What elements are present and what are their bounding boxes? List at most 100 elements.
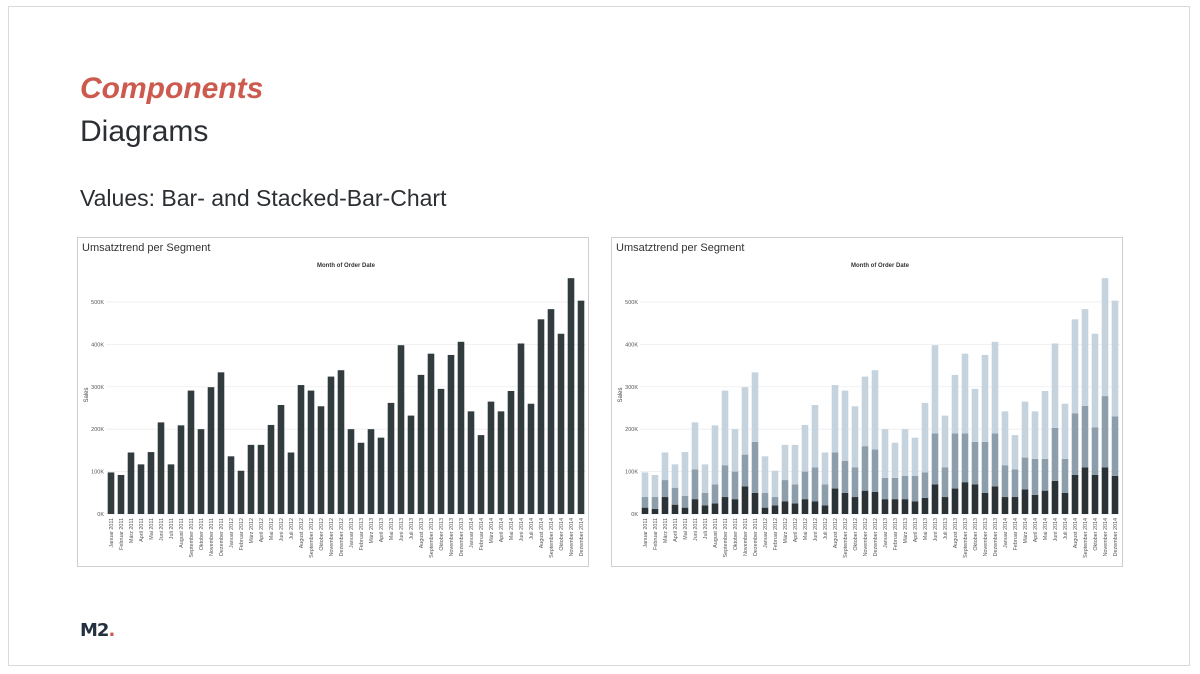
bar: [547, 309, 555, 514]
bar-segment: [921, 472, 929, 498]
bar-segment: [1071, 319, 1079, 414]
x-tick-label: September 2013: [429, 518, 435, 558]
x-tick-label: April 2014: [499, 518, 505, 542]
bar-segment: [921, 402, 929, 473]
bar-segment: [881, 477, 889, 500]
bar-segment: [881, 429, 889, 478]
x-tick-label: Dezember 2014: [1113, 518, 1119, 556]
bar: [137, 464, 145, 514]
x-tick-label: Februar 2014: [1013, 518, 1019, 550]
x-tick-label: Juli 2014: [529, 518, 535, 540]
bar-segment: [681, 495, 689, 508]
bar-segment: [901, 429, 909, 476]
x-tick-label: Oktober 2012: [853, 518, 859, 551]
bar-segment: [831, 385, 839, 453]
x-tick-label: September 2011: [189, 518, 195, 557]
bar-segment: [731, 471, 739, 500]
bar: [387, 402, 395, 514]
bar-segment: [1061, 492, 1069, 514]
x-tick-label: März 2014: [1023, 518, 1029, 543]
column-header: Month of Order Date: [851, 263, 910, 269]
x-tick-label: Juni 2012: [279, 518, 285, 541]
bar-segment: [691, 499, 699, 514]
x-tick-label: Januar 2014: [1003, 518, 1009, 548]
bar-segment: [701, 492, 709, 506]
bar-segment: [951, 374, 959, 434]
bar-segment: [741, 387, 749, 455]
bar-segment: [951, 433, 959, 489]
bar-segment: [1081, 467, 1089, 514]
bar: [287, 452, 295, 514]
bar: [247, 444, 255, 514]
bar-segment: [761, 507, 769, 514]
x-tick-label: Juni 2014: [519, 518, 525, 541]
x-tick-label: Juli 2013: [409, 518, 415, 540]
x-tick-label: März 2014: [489, 518, 495, 543]
x-tick-label: Februar 2011: [653, 518, 659, 550]
bar-segment: [751, 492, 759, 514]
x-tick-label: Juli 2014: [1063, 518, 1069, 540]
x-tick-label: Januar 2014: [469, 518, 475, 548]
x-tick-label: Mai 2014: [509, 518, 515, 540]
bar-segment: [681, 452, 689, 496]
bar-segment: [1051, 343, 1059, 428]
bar-segment: [1011, 497, 1019, 514]
bar-segment: [871, 370, 879, 450]
bar: [557, 333, 565, 514]
bar-segment: [991, 433, 999, 487]
bar: [457, 341, 465, 514]
bar-segment: [821, 452, 829, 485]
x-tick-label: März 2011: [129, 518, 135, 543]
bar-segment: [731, 429, 739, 472]
bar-segment: [1081, 405, 1089, 468]
x-tick-label: Juli 2012: [289, 518, 295, 540]
bar-segment: [1111, 300, 1119, 417]
bar-chart-panel: Umsatztrend per Segment Month of Order D…: [77, 237, 589, 567]
bar-segment: [721, 465, 729, 498]
bar: [327, 376, 335, 514]
logo-dot: .: [108, 620, 115, 641]
bar: [277, 404, 285, 514]
bar: [167, 464, 175, 514]
bar-segment: [851, 406, 859, 468]
stacked-bar-chart-panel: Umsatztrend per Segment Month of Order D…: [611, 237, 1123, 567]
bar-segment: [651, 497, 659, 509]
bar-segment: [871, 449, 879, 492]
x-tick-label: August 2011: [713, 518, 719, 548]
slide-frame: [8, 6, 1190, 666]
x-tick-label: März 2012: [249, 518, 255, 543]
x-tick-label: Juni 2011: [159, 518, 165, 541]
x-tick-label: Januar 2012: [229, 518, 235, 548]
column-header: Month of Order Date: [317, 263, 376, 269]
x-tick-label: Januar 2011: [643, 518, 649, 548]
bar: [107, 472, 115, 514]
bar-segment: [791, 484, 799, 504]
bar-segment: [1041, 458, 1049, 491]
bar: [297, 385, 305, 514]
bar-segment: [741, 454, 749, 487]
x-tick-label: November 2014: [569, 518, 575, 556]
bar-segment: [1081, 309, 1089, 406]
x-tick-label: Februar 2012: [239, 518, 245, 550]
bar-segment: [671, 464, 679, 488]
x-tick-label: Oktober 2014: [559, 518, 565, 551]
bar: [437, 388, 445, 514]
bar: [347, 429, 355, 514]
bar-segment: [971, 441, 979, 485]
bar-segment: [1101, 396, 1109, 468]
bar-segment: [901, 475, 909, 500]
bar-segment: [1021, 401, 1029, 458]
bar-segment: [771, 497, 779, 506]
bar: [117, 474, 125, 514]
bar: [227, 456, 235, 514]
section-kicker: Components: [80, 72, 264, 105]
bar-segment: [751, 441, 759, 493]
x-tick-label: Mai 2012: [803, 518, 809, 540]
bar-segment: [671, 504, 679, 514]
bar-segment: [1001, 497, 1009, 514]
bar-segment: [1021, 457, 1029, 490]
bar: [207, 387, 215, 514]
bar-segment: [1091, 474, 1099, 514]
bar-segment: [1011, 435, 1019, 470]
bar-segment: [961, 482, 969, 514]
